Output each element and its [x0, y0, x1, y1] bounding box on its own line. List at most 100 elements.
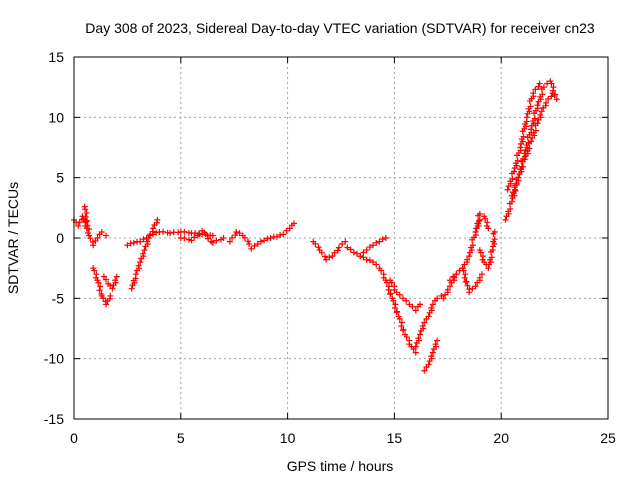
data-point [192, 229, 199, 236]
data-point [241, 234, 248, 241]
data-point [450, 273, 457, 280]
data-point [87, 235, 94, 242]
data-point [312, 240, 319, 247]
y-tick-label: 0 [56, 230, 64, 246]
data-point [400, 327, 407, 334]
data-point [97, 283, 104, 290]
data-point [107, 282, 114, 289]
data-point [504, 186, 511, 193]
data-point [390, 297, 397, 304]
data-point [378, 267, 385, 274]
data-point [464, 282, 471, 289]
data-point [347, 246, 354, 253]
data-point [124, 242, 131, 249]
data-point [508, 198, 515, 205]
data-point [520, 163, 527, 170]
data-point [412, 349, 419, 356]
data-point [233, 228, 240, 235]
data-point [373, 239, 380, 246]
data-point [113, 273, 120, 280]
data-point [376, 238, 383, 245]
data-point [417, 301, 424, 308]
data-point [167, 230, 174, 237]
y-tick-label: 5 [56, 170, 64, 186]
data-point [94, 235, 101, 241]
data-point [515, 174, 522, 181]
data-point [280, 231, 287, 238]
data-point [466, 253, 473, 260]
data-point [160, 228, 166, 235]
data-point [95, 279, 102, 286]
data-point [82, 206, 89, 213]
data-point [538, 108, 545, 115]
x-tick-label: 15 [387, 430, 403, 446]
data-point [363, 247, 370, 254]
data-point [429, 349, 436, 356]
data-point [396, 291, 403, 298]
data-point [107, 292, 114, 299]
data-point [532, 127, 539, 134]
data-point [528, 126, 535, 133]
data-point [257, 238, 264, 245]
data-point [334, 247, 341, 254]
data-point [403, 333, 410, 340]
data-point [528, 138, 535, 145]
data-point [273, 233, 280, 240]
data-point [181, 235, 188, 242]
data-point [373, 261, 380, 268]
data-point [350, 249, 357, 256]
x-tick-label: 25 [600, 430, 616, 446]
data-point [128, 285, 135, 292]
data-point [254, 241, 261, 248]
data-point [543, 99, 550, 106]
data-point [226, 238, 233, 245]
data-point [339, 241, 346, 248]
data-point [421, 319, 428, 326]
data-point [84, 229, 91, 236]
y-axis-label: SDTVAR / TECUs [5, 182, 21, 294]
data-point [137, 259, 144, 266]
data-point [326, 254, 333, 261]
data-point [491, 236, 498, 243]
data-point [520, 133, 527, 140]
data-point [429, 301, 436, 308]
x-tick-label: 10 [280, 430, 296, 446]
data-point [83, 218, 90, 225]
data-point [548, 93, 555, 100]
data-point [204, 232, 211, 239]
data-point [232, 232, 239, 239]
data-point [419, 323, 426, 330]
data-point [399, 295, 406, 302]
data-point [475, 220, 482, 227]
y-tick-label: -10 [44, 351, 64, 367]
data-point [434, 337, 441, 344]
data-point [91, 267, 98, 274]
data-point [545, 96, 552, 103]
data-point [425, 361, 432, 368]
data-point [96, 287, 103, 294]
data-point [482, 215, 489, 222]
data-point [370, 259, 377, 266]
data-point [139, 250, 146, 257]
data-point [534, 102, 541, 109]
data-point [507, 206, 514, 213]
data-point [472, 283, 479, 290]
data-point [366, 257, 373, 264]
data-point [415, 335, 422, 342]
data-point [523, 114, 530, 121]
data-point [213, 237, 220, 244]
data-point [396, 315, 403, 322]
data-point [209, 239, 216, 246]
data-point [531, 115, 538, 122]
data-point [540, 84, 547, 91]
data-point [517, 144, 524, 151]
data-point [267, 235, 274, 241]
data-point [469, 285, 476, 292]
data-point [277, 231, 284, 238]
data-point [514, 157, 521, 164]
data-point [205, 235, 212, 242]
data-point [539, 91, 546, 98]
data-point [75, 222, 82, 229]
data-point [137, 238, 144, 245]
